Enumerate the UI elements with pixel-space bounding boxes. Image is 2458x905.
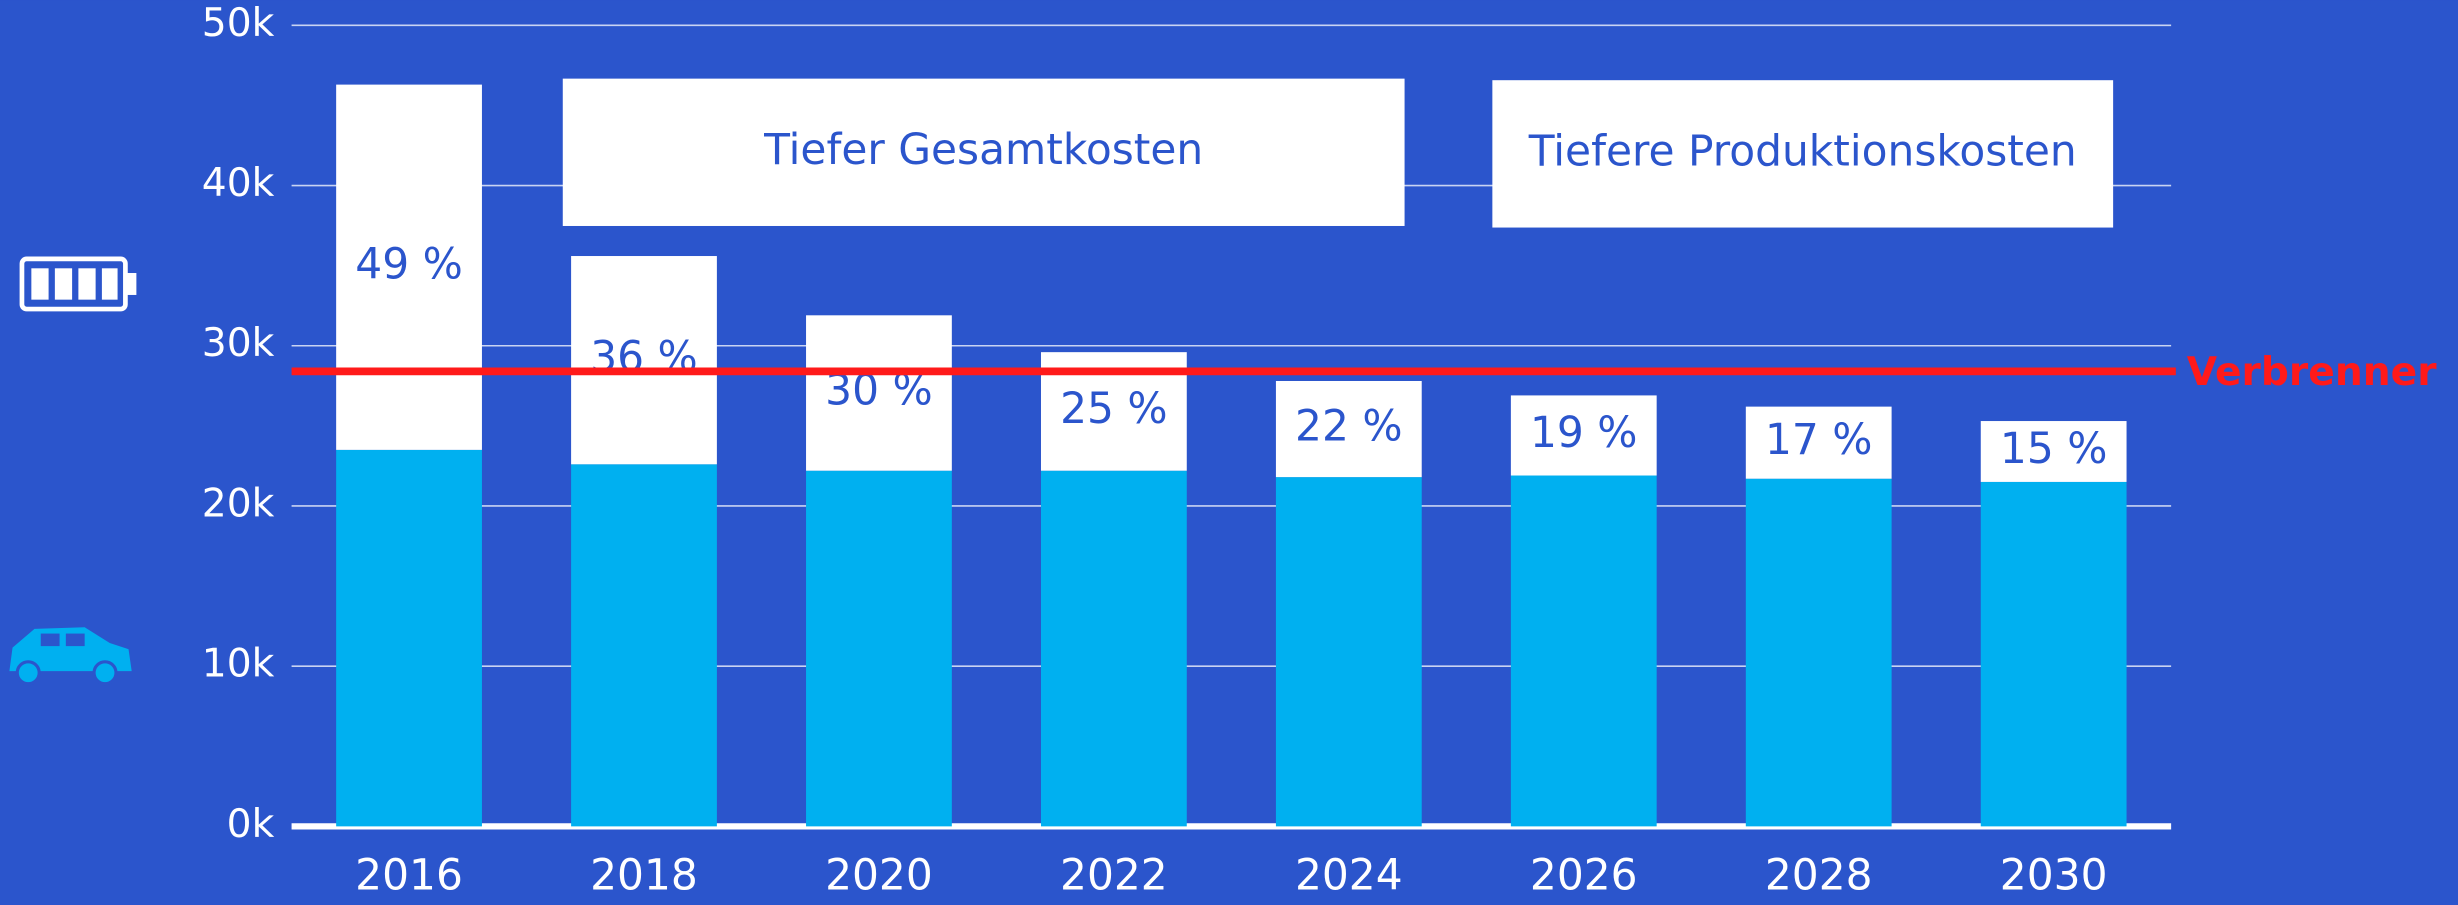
bar-segment <box>1275 477 1422 827</box>
share-label: 25 % <box>1060 384 1167 433</box>
bar-segment <box>571 256 717 465</box>
reference-label: Verbrenner <box>2187 350 2437 395</box>
y-tick-label: 30k <box>202 321 275 366</box>
x-tick-label: 2030 <box>2000 851 2108 900</box>
y-tick-label: 20k <box>202 481 275 526</box>
x-tick-label: 2022 <box>1060 851 1168 900</box>
annotation: Tiefere Produktionskosten <box>1528 126 2077 175</box>
annotation-box <box>1492 80 2114 228</box>
x-tick-label: 2026 <box>1530 851 1638 900</box>
share-label: 49 % <box>355 240 463 289</box>
bar-segment <box>1980 421 2127 482</box>
x-tick-label: 2016 <box>355 851 463 900</box>
bar-segment <box>1040 470 1187 827</box>
bar-segment <box>571 464 717 827</box>
x-tick-label: 2020 <box>825 851 933 900</box>
bar-segment <box>1745 478 1892 827</box>
y-tick-label: 0k <box>227 802 275 847</box>
share-label: 22 % <box>1295 402 1403 451</box>
annotation: Tiefer Gesamtkosten <box>763 125 1203 174</box>
bar-segment <box>1510 475 1657 827</box>
share-label: 17 % <box>1765 415 1873 464</box>
x-tick-label: 2028 <box>1765 851 1873 900</box>
bar-segment <box>1275 380 1422 478</box>
y-tick-label: 40k <box>202 161 275 206</box>
bar-segment <box>1510 395 1657 476</box>
x-tick-label: 2018 <box>590 851 698 900</box>
bar-segment <box>806 315 952 471</box>
x-tick-label: 2024 <box>1295 851 1403 900</box>
car-icon <box>9 627 132 686</box>
bar-segment <box>336 449 482 827</box>
y-tick-label: 50k <box>202 1 275 46</box>
share-label: 15 % <box>2000 424 2107 473</box>
bar-segment <box>1980 481 2127 827</box>
bar-segment <box>806 470 952 827</box>
y-tick-label: 10k <box>202 642 275 687</box>
share-label: 19 % <box>1530 408 1638 457</box>
annotation-box <box>562 78 1405 226</box>
bar-segment <box>336 84 482 450</box>
bar-segment <box>1745 406 1892 479</box>
battery-icon <box>19 256 137 312</box>
